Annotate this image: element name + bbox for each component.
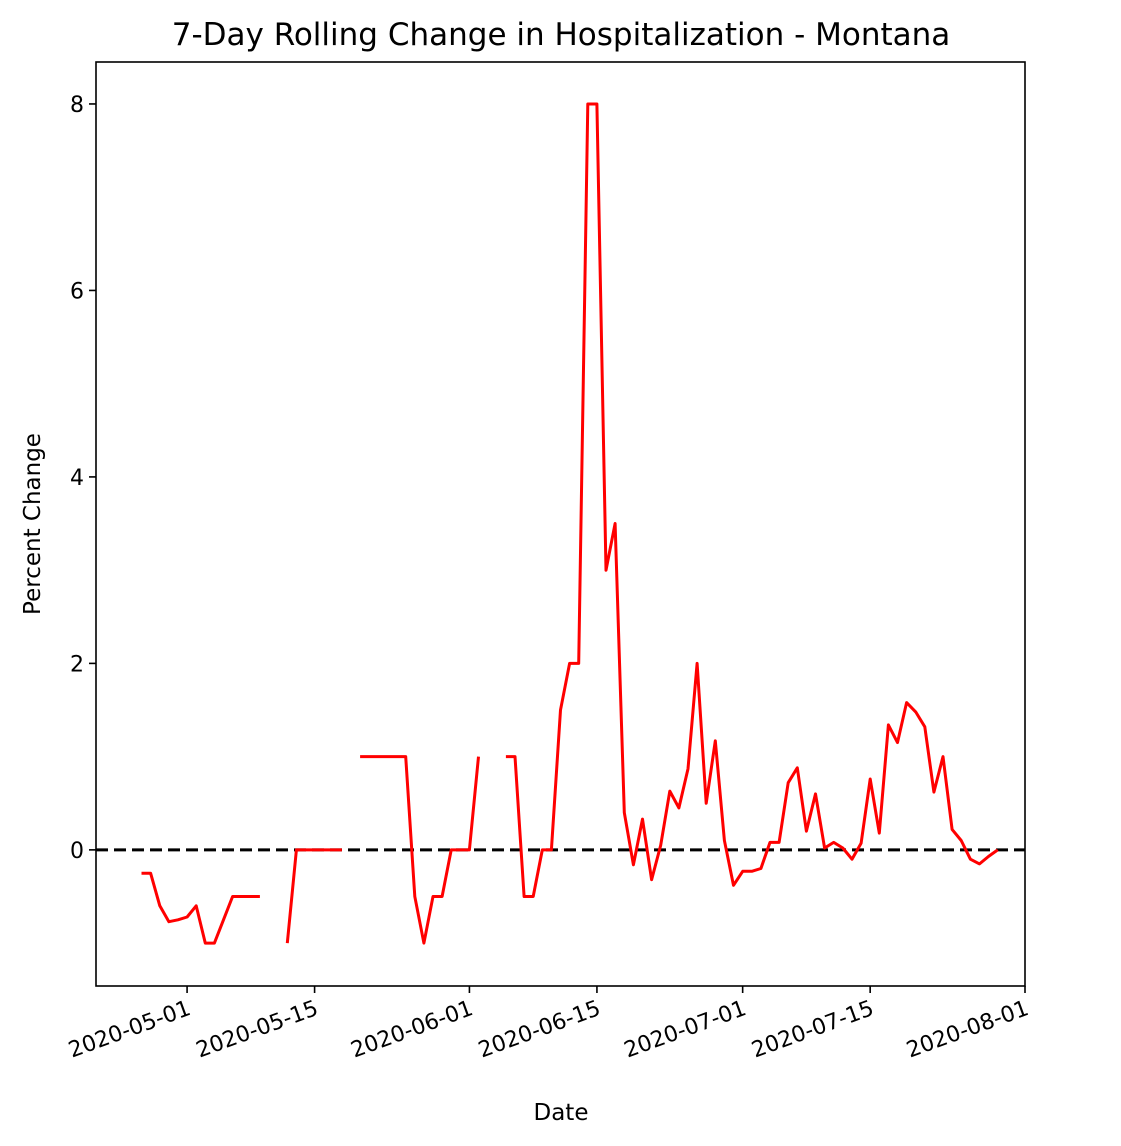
plot-frame <box>95 61 1026 987</box>
y-tick-label: 6 <box>70 279 84 304</box>
y-tick-label: 0 <box>70 839 84 864</box>
x-tick-label: 2020-08-01 <box>903 996 1032 1063</box>
x-axis-label: Date <box>534 1100 589 1126</box>
series-layer <box>141 102 999 945</box>
series-line-segment <box>505 102 999 898</box>
chart-title: 7-Day Rolling Change in Hospitalization … <box>172 17 951 53</box>
y-tick-label: 2 <box>70 652 84 677</box>
y-axis: 0 2 4 6 8 <box>70 93 96 864</box>
y-axis-label: Percent Change <box>20 433 46 615</box>
series-line-segment <box>141 871 260 945</box>
series-line-segment <box>285 848 342 944</box>
x-tick-label: 2020-07-15 <box>749 996 878 1063</box>
y-tick-label: 8 <box>70 93 84 118</box>
x-tick-label: 2020-06-15 <box>475 996 604 1063</box>
x-tick-label: 2020-06-01 <box>348 996 477 1063</box>
x-tick-label: 2020-07-01 <box>621 996 750 1063</box>
x-tick-label: 2020-05-15 <box>193 996 322 1063</box>
y-tick-label: 4 <box>70 466 84 491</box>
x-tick-label: 2020-05-01 <box>65 996 194 1063</box>
series-line-segment <box>360 755 480 945</box>
